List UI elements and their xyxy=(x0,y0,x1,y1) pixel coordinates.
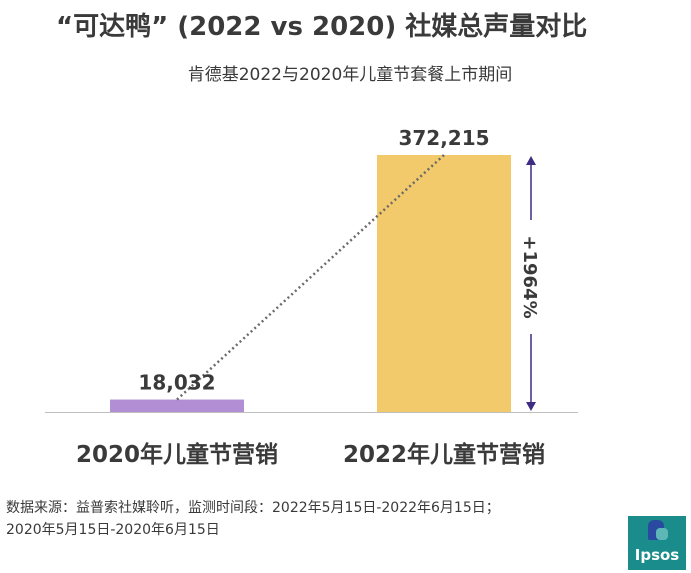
footnote-line-2: 2020年5月15日-2020年6月15日 xyxy=(6,522,220,538)
data-source-footnote: 数据来源：益普索社媒聆听，监测时间段：2022年5月15日-2022年6月15日… xyxy=(6,497,626,541)
chart-subtitle: 肯德基2022与2020年儿童节套餐上市期间 xyxy=(187,65,513,85)
trend-line xyxy=(176,154,445,401)
growth-arrow-down-head xyxy=(526,402,536,411)
bar-2 xyxy=(377,155,511,412)
bar-chart: 18,032 372,215 2020年儿童节营销 2022年儿童节营销 +1964% xyxy=(45,126,578,468)
data-label-1: 18,032 xyxy=(138,371,215,395)
bar-1 xyxy=(110,399,244,412)
ipsos-logo: Ipsos xyxy=(628,516,686,570)
growth-arrow-up-head xyxy=(526,156,536,165)
footnote-line-1: 数据来源：益普索社媒聆听，监测时间段：2022年5月15日-2022年6月15日… xyxy=(6,500,500,516)
chart-title: “可达鸭” (2022 vs 2020) 社媒总声量对比 xyxy=(56,12,588,42)
category-label-2: 2022年儿童节营销 xyxy=(343,441,545,468)
speech-bubble-small-icon xyxy=(656,528,668,540)
logo-text: Ipsos xyxy=(634,546,680,564)
data-label-2: 372,215 xyxy=(398,126,489,150)
category-label-1: 2020年儿童节营销 xyxy=(76,441,278,468)
growth-annotation: +1964% xyxy=(519,235,540,318)
